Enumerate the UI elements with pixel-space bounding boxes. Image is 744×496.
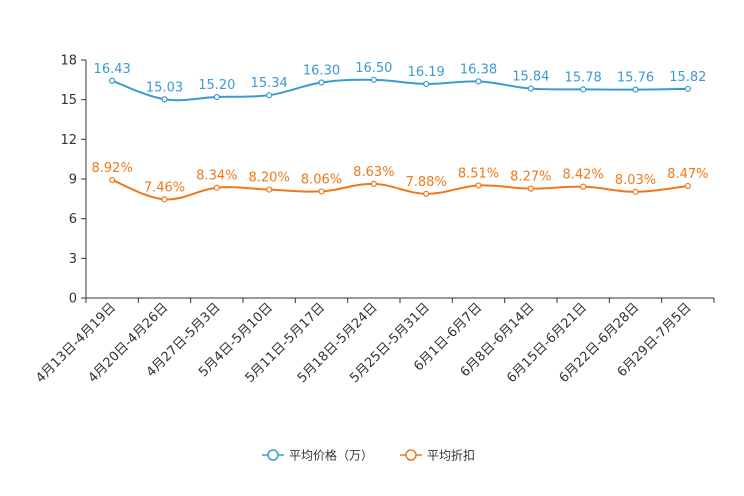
data-point xyxy=(161,96,168,103)
data-point xyxy=(213,184,220,191)
data-label: 8.34% xyxy=(196,169,237,184)
legend-item-average-discount: 平均折扣 xyxy=(400,448,475,463)
series-line xyxy=(111,179,688,201)
data-point xyxy=(266,186,273,193)
data-label: 8.42% xyxy=(563,168,604,183)
legend-label: 平均价格（万） xyxy=(289,448,373,463)
data-point xyxy=(109,176,116,184)
data-point xyxy=(266,92,273,99)
data-point xyxy=(580,183,587,190)
data-point xyxy=(213,93,220,101)
series-line xyxy=(111,78,688,102)
data-label: 7.46% xyxy=(144,180,185,195)
data-label: 16.30 xyxy=(303,63,340,78)
legend-marker xyxy=(267,449,279,461)
data-label: 8.63% xyxy=(353,165,394,180)
data-point xyxy=(370,180,377,187)
axes: 03691215184月13日-4月19日4月20日-4月26日4月27日-5月… xyxy=(33,54,715,386)
y-tick-label: 18 xyxy=(60,54,77,69)
data-point xyxy=(423,190,430,197)
data-point xyxy=(684,85,691,92)
series-average-discount: 8.92% 7.46% 8.34% 8.20% 8.06% 8.63% 7.88% 8.51%… xyxy=(92,161,708,203)
data-point xyxy=(684,182,691,190)
data-label: 16.19 xyxy=(408,65,445,80)
data-label: 16.43 xyxy=(94,62,131,77)
data-label: 8.06% xyxy=(301,172,342,187)
data-label: 16.50 xyxy=(355,61,392,76)
data-point xyxy=(527,185,534,192)
legend-label: 平均折扣 xyxy=(427,448,475,463)
data-point xyxy=(318,79,325,86)
data-point xyxy=(109,77,116,84)
y-tick-label: 9 xyxy=(69,173,77,188)
data-label: 15.20 xyxy=(198,78,235,93)
legend: 平均价格（万） 平均折扣 xyxy=(262,448,475,463)
data-point xyxy=(527,85,534,92)
series-layer: 16.43 15.03 15.20 15.34 16.30 16.50 16.19 16.38… xyxy=(92,61,708,203)
data-point xyxy=(370,76,377,83)
data-point xyxy=(580,86,587,93)
data-point xyxy=(475,182,482,189)
y-tick-label: 12 xyxy=(60,133,77,148)
data-point xyxy=(161,196,168,203)
data-label: 15.82 xyxy=(669,70,706,85)
y-tick-label: 0 xyxy=(69,292,77,307)
data-point xyxy=(632,188,639,195)
data-label: 8.03% xyxy=(615,173,656,188)
data-point xyxy=(632,86,639,93)
legend-marker xyxy=(405,449,417,461)
y-tick-label: 6 xyxy=(69,212,77,227)
data-label: 16.38 xyxy=(460,62,497,77)
data-label: 15.84 xyxy=(512,70,549,85)
data-label: 8.20% xyxy=(249,171,290,186)
data-label: 7.88% xyxy=(406,175,447,190)
data-point xyxy=(318,188,325,195)
legend-item-average-price: 平均价格（万） xyxy=(262,448,373,463)
data-point xyxy=(475,78,482,85)
y-tick-label: 15 xyxy=(60,93,77,108)
data-label: 15.34 xyxy=(251,76,288,91)
data-label: 8.47% xyxy=(667,167,708,182)
data-point xyxy=(423,80,430,88)
data-label: 8.51% xyxy=(458,166,499,181)
data-label: 15.03 xyxy=(146,80,183,95)
series-average-price: 16.43 15.03 15.20 15.34 16.30 16.50 16.19 16.38… xyxy=(94,61,706,103)
data-label: 15.78 xyxy=(565,70,602,85)
y-tick-label: 3 xyxy=(69,252,77,267)
data-label: 15.76 xyxy=(617,71,654,86)
data-label: 8.27% xyxy=(510,170,551,185)
data-label: 8.92% xyxy=(92,161,133,176)
